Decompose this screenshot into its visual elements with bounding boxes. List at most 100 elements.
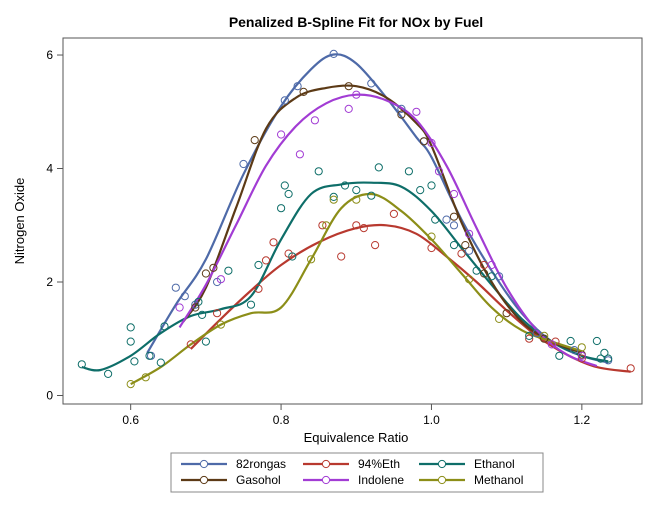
data-point-gasohol [540,334,549,343]
data-point-94-eth [525,334,534,343]
y-tick-label: 0 [46,388,53,402]
data-point-94-eth [457,249,466,258]
legend-marker-methanol [437,475,447,485]
y-tick-label: 4 [46,162,53,176]
data-point-methanol [216,320,225,329]
data-point-ethanol [566,336,575,346]
data-point-94-eth [318,221,327,230]
fit-curve-indolene [178,93,598,368]
data-point-ethanol [449,241,459,250]
data-point-ethanol [104,369,113,378]
legend-label-indolene: Indolene [358,473,404,487]
fit-curve-methanol [130,192,583,386]
data-point-94-eth [371,241,380,250]
x-tick-label: 1.2 [574,413,591,427]
legend-marker-82rongas [199,459,209,469]
data-point-methanol [495,314,504,323]
data-point-ethanol [126,323,135,332]
data-point-ethanol [130,357,139,366]
data-point-indolene [412,107,421,116]
data-point-methanol [329,195,338,204]
data-point-indolene [175,303,184,312]
data-point-82rongas [465,246,474,255]
plot-frame [62,37,643,405]
data-point-94-eth [626,364,635,373]
data-point-ethanol [77,360,86,369]
data-point-indolene [344,104,353,114]
data-point-gasohol [191,303,200,312]
data-point-82rongas [397,104,406,114]
data-point-methanol [126,380,135,389]
y-axis: 0 2 4 6 [46,48,63,402]
data-point-82rongas [180,292,189,301]
data-point-indolene [547,340,556,349]
data-point-ethanol [280,181,289,190]
data-point-ethanol [288,252,297,261]
data-point-ethanol [126,337,135,346]
data-point-gasohol [461,241,470,250]
data-point-ethanol [246,300,256,309]
y-tick-label: 2 [46,275,53,289]
data-point-methanol [540,331,549,340]
data-point-ethanol [160,322,169,331]
data-point-82rongas [449,221,459,230]
data-point-94-eth [261,256,271,265]
data-point-ethanol [431,215,440,224]
data-point-gasohol [480,269,489,278]
data-point-methanol [307,255,316,264]
data-point-94-eth [337,252,346,261]
x-tick-label: 1.0 [423,413,440,427]
data-point-ethanol [254,260,263,270]
data-point-indolene [449,189,459,199]
data-point-ethanol [416,186,425,195]
data-point-gasohol [299,87,308,97]
data-point-ethanol [340,181,350,190]
data-point-94-eth [254,284,263,293]
data-point-82rongas [239,159,248,169]
legend-box [170,452,544,493]
legend-label-82rongas: 82rongas [236,457,286,471]
data-point-ethanol [404,167,413,176]
data-point-gasohol [344,82,353,91]
legend-label-ethanol: Ethanol [474,457,515,471]
x-tick-label: 0.6 [122,413,139,427]
data-point-ethanol [224,266,233,275]
data-point-82rongas [442,215,451,224]
data-point-ethanol [284,189,293,199]
data-point-82rongas [570,346,579,355]
legend-marker-gasohol [199,475,209,485]
legend-marker-indolene [321,475,331,485]
y-axis-label: Nitrogen Oxide [12,178,27,265]
legend-marker-ethanol [437,459,447,469]
data-point-ethanol [600,348,609,357]
data-point-82rongas [367,79,376,88]
data-point-methanol [141,373,150,382]
data-point-indolene [577,351,586,360]
data-point-94-eth [352,221,361,230]
data-point-ethanol [487,272,496,281]
legend-label-methanol: Methanol [474,473,523,487]
x-axis-label: Equivalence Ratio [304,430,409,445]
data-point-indolene [352,90,361,99]
data-point-gasohol [502,309,511,318]
x-axis: 0.6 0.8 1.0 1.2 [122,404,591,427]
data-point-gasohol [397,110,406,119]
data-point-indolene [277,130,286,139]
data-point-ethanol [427,181,436,190]
data-point-gasohol [201,269,210,278]
data-point-ethanol [367,191,376,200]
data-point-indolene [216,275,225,284]
fit-curves [81,53,631,386]
data-point-82rongas [293,82,302,91]
legend: 82rongas 94%Eth Ethanol Gasohol Indolene Meth… [170,452,544,493]
data-point-gasohol [250,136,259,145]
data-point-82rongas [532,329,541,338]
data-point-gasohol [419,137,428,146]
data-point-ethanol [352,186,361,195]
data-point-94-eth [389,209,398,218]
data-point-methanol [352,195,361,204]
data-point-ethanol [145,351,154,360]
data-point-94-eth [186,340,195,349]
